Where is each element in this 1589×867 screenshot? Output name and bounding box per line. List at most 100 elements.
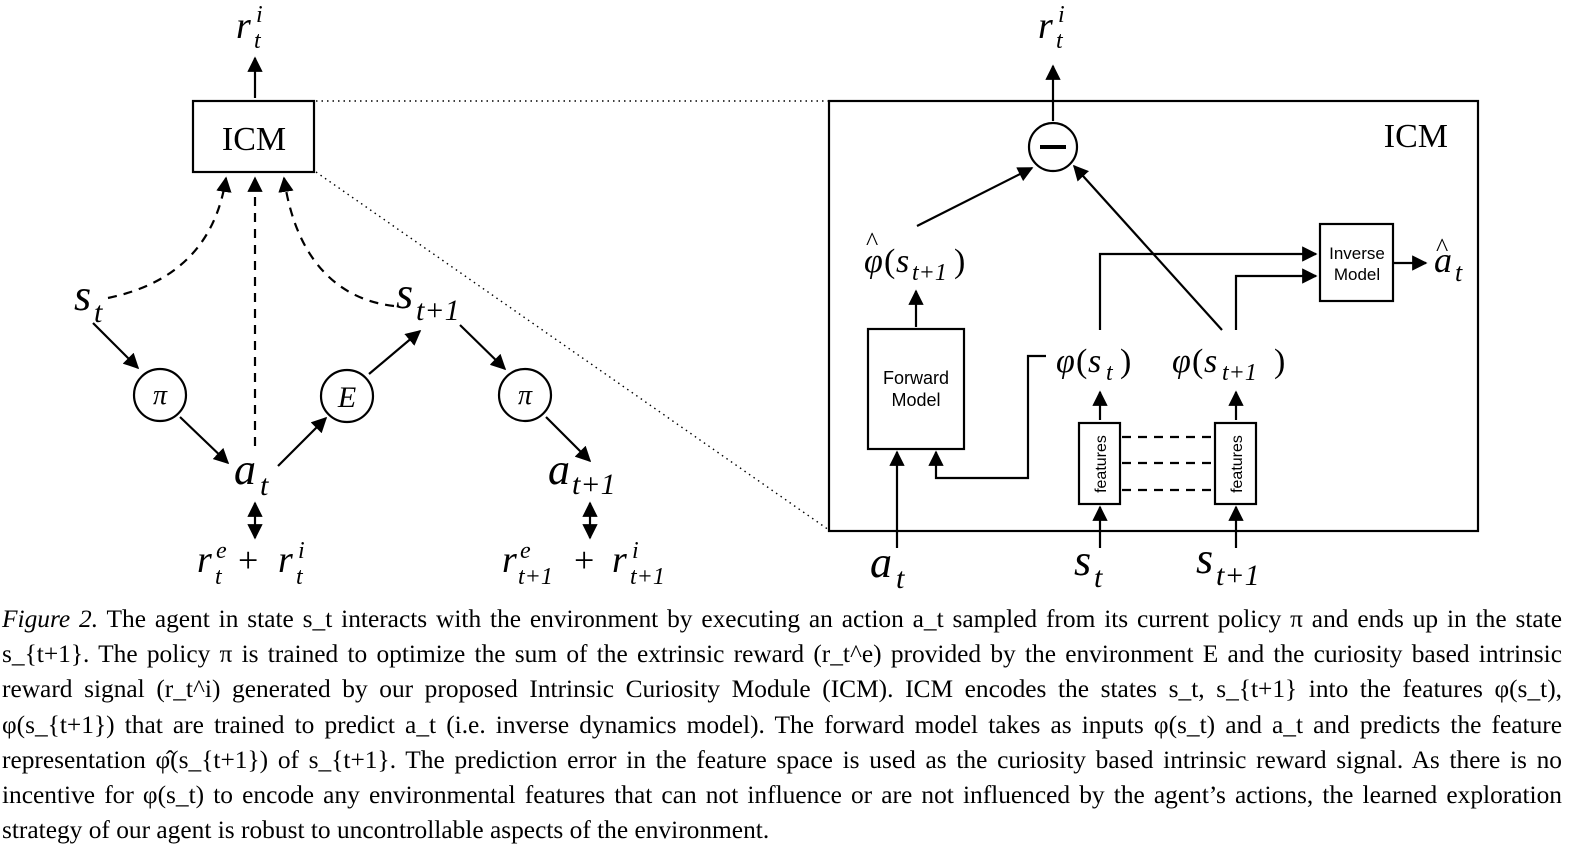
phi-st1-to-inverse-arrow xyxy=(1234,268,1318,330)
svg-text:(: ( xyxy=(884,243,895,280)
environment-node-label: E xyxy=(337,381,356,414)
forward-model-label-line2: Model xyxy=(891,390,940,410)
policy-node-2-label: π xyxy=(518,380,533,411)
svg-text:t: t xyxy=(260,469,269,502)
dashed-st-to-icm xyxy=(107,176,232,300)
svg-text:r: r xyxy=(502,539,517,581)
svg-text:^: ^ xyxy=(866,227,878,256)
svg-text:+: + xyxy=(574,540,594,580)
feature-st1-label: φ ( s t+1 ) xyxy=(1172,343,1285,386)
svg-text:φ: φ xyxy=(1056,343,1075,380)
at-to-env-arrow xyxy=(277,416,328,467)
icm-input-st1-label: s t+1 xyxy=(1196,534,1260,592)
icm-output-reward-label: r i t xyxy=(1038,2,1065,54)
svg-text:r: r xyxy=(236,5,251,47)
feature-block-st-label: features xyxy=(1093,435,1110,493)
svg-text:): ) xyxy=(1274,343,1285,380)
predicted-action-label: a ^ t xyxy=(1434,233,1463,287)
svg-text:r: r xyxy=(197,539,212,581)
state-st1-label: s t+1 xyxy=(396,269,460,327)
env-to-st1-arrow xyxy=(368,330,422,375)
svg-text:^: ^ xyxy=(1436,233,1448,262)
feature-block-st1-label: features xyxy=(1229,435,1246,493)
svg-text:s: s xyxy=(74,271,91,320)
svg-text:s: s xyxy=(396,269,413,318)
icm-box-label: ICM xyxy=(222,121,286,158)
svg-text:r: r xyxy=(612,539,627,581)
svg-text:r: r xyxy=(1038,5,1053,47)
svg-text:e: e xyxy=(216,538,227,564)
action-at1-label: a t+1 xyxy=(548,445,616,501)
figure-caption: Figure 2. The agent in state s_t interac… xyxy=(2,602,1562,848)
icm-detail-title: ICM xyxy=(1384,118,1448,155)
forward-model-label-line1: Forward xyxy=(883,368,949,388)
icm-input-st-label: s t xyxy=(1074,536,1103,594)
svg-text:r: r xyxy=(278,539,293,581)
svg-text:t: t xyxy=(1455,258,1463,287)
svg-text:t: t xyxy=(1106,360,1114,386)
svg-text:t+1: t+1 xyxy=(1216,559,1260,592)
forward-model-box xyxy=(866,327,966,451)
pi-to-at1-arrow xyxy=(545,416,592,463)
svg-text:t: t xyxy=(94,296,103,329)
svg-text:): ) xyxy=(954,243,965,280)
feature-st-label: φ ( s t ) xyxy=(1056,343,1131,386)
svg-text:s: s xyxy=(1204,343,1217,380)
icm-detail-frame xyxy=(827,99,1480,533)
phi-st-to-inverse-arrow xyxy=(1098,246,1318,330)
svg-text:i: i xyxy=(298,538,305,564)
svg-text:(: ( xyxy=(1192,343,1203,380)
st-to-pi-arrow xyxy=(92,322,140,370)
svg-text:t: t xyxy=(215,564,223,590)
predicted-feature-label: φ ^ ( s t+1 ) xyxy=(864,227,965,286)
svg-text:i: i xyxy=(632,538,639,564)
svg-text:t+1: t+1 xyxy=(630,564,665,590)
svg-text:s: s xyxy=(1088,343,1101,380)
svg-text:(: ( xyxy=(1076,343,1087,380)
inverse-model-label-line1: Inverse xyxy=(1329,244,1385,263)
state-st-label: s t xyxy=(74,271,103,329)
svg-text:i: i xyxy=(256,2,263,28)
svg-text:s: s xyxy=(1196,534,1213,583)
policy-node-2 xyxy=(497,367,553,423)
svg-text:e: e xyxy=(520,538,531,564)
icm-detail: ICM r i t φ ^ ( s t+1 ) Forward Model xyxy=(827,2,1480,595)
feature-block-st xyxy=(1077,421,1122,506)
svg-text:i: i xyxy=(1058,2,1065,28)
svg-text:t+1: t+1 xyxy=(572,468,616,501)
svg-text:a: a xyxy=(548,445,570,494)
svg-text:a: a xyxy=(1434,240,1452,280)
svg-text:t+1: t+1 xyxy=(1222,360,1257,386)
environment-node xyxy=(319,368,375,424)
reward-t-label: r e t + r i t xyxy=(197,538,305,590)
dashed-st1-to-icm xyxy=(278,176,395,308)
feature-block-st1 xyxy=(1213,421,1258,506)
svg-text:t: t xyxy=(1094,561,1103,594)
svg-text:t: t xyxy=(896,562,905,595)
policy-node-1-label: π xyxy=(153,380,168,411)
inverse-model-box xyxy=(1318,222,1395,303)
svg-text:φ: φ xyxy=(1172,343,1191,380)
policy-node-1 xyxy=(132,367,188,423)
svg-text:t: t xyxy=(254,28,262,54)
icm-box xyxy=(191,99,316,174)
svg-text:φ: φ xyxy=(864,243,883,280)
svg-text:a: a xyxy=(234,445,256,494)
st1-to-pi-arrow xyxy=(459,324,507,371)
svg-text:): ) xyxy=(1120,343,1131,380)
svg-text:t+1: t+1 xyxy=(416,294,460,327)
svg-text:t: t xyxy=(296,564,304,590)
svg-text:t+1: t+1 xyxy=(518,564,553,590)
svg-text:s: s xyxy=(1074,536,1091,585)
agent-environment-loop: r i t ICM s t π a t E xyxy=(74,2,665,590)
phi-hat-to-subtract-arrow xyxy=(916,167,1034,227)
phi-st1-to-subtract-arrow xyxy=(1072,164,1223,331)
left-top-reward-label: r i t xyxy=(236,2,263,54)
svg-text:a: a xyxy=(870,538,892,587)
svg-text:t: t xyxy=(1056,28,1064,54)
svg-text:s: s xyxy=(896,243,909,280)
icm-input-at-label: a t xyxy=(870,538,905,595)
icm-figure: r i t ICM s t π a t E xyxy=(74,2,1480,595)
svg-text:t+1: t+1 xyxy=(912,260,947,286)
inverse-model-label-line2: Model xyxy=(1334,265,1380,284)
